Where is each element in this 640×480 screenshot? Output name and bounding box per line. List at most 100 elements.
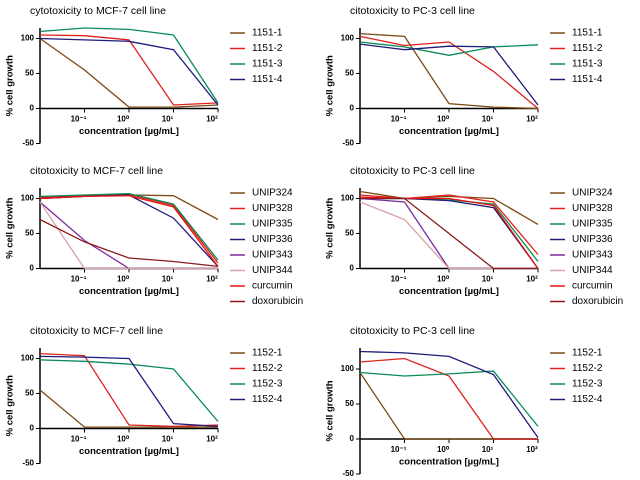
y-tick-label: 100 (341, 194, 355, 203)
chart-title: citotoxicity to PC-3 cell line (350, 165, 475, 177)
series-line (359, 357, 538, 440)
x-axis-label: concentration [µg/mL] (399, 457, 499, 468)
chart-title: cytotoxicity to MCF-7 cell line (30, 5, 166, 17)
series-line (39, 37, 219, 108)
y-tick-label: 50 (25, 389, 34, 398)
y-tick-label: 100 (341, 364, 355, 373)
x-axis-label: concentration [µg/mL] (79, 286, 179, 297)
series-line (359, 32, 539, 110)
y-tick-label: 0 (350, 264, 355, 273)
legend-label: 1152-2 (572, 363, 603, 374)
x-tick-label: 10⁻¹ (391, 275, 407, 284)
series-line (359, 370, 539, 427)
legend-label: curcumin (252, 281, 293, 292)
legend-label: doxorubicin (572, 296, 623, 307)
y-tick-label: -50 (22, 139, 34, 148)
x-tick-label: 10⁰ (437, 445, 450, 454)
x-tick-label: 10¹ (162, 275, 174, 284)
series-line (359, 43, 539, 106)
legend-label: 1151-3 (252, 59, 283, 70)
legend-label: UNIP343 (572, 250, 613, 261)
legend-label: 1152-1 (572, 348, 603, 359)
legend-label: 1151-3 (572, 59, 603, 70)
series-line (359, 194, 539, 255)
x-axis-label: concentration [µg/mL] (79, 446, 179, 457)
series-line (39, 193, 219, 264)
legend-label: UNIP328 (252, 203, 293, 214)
y-tick-label: 50 (25, 229, 34, 238)
x-tick-label: 10² (526, 445, 538, 454)
x-tick-label: 10⁰ (437, 275, 450, 284)
series-line (39, 37, 219, 106)
x-tick-label: 10⁰ (117, 115, 130, 124)
legend-label: 1152-1 (252, 348, 283, 359)
y-tick-label: 50 (345, 399, 354, 408)
x-tick-label: 10⁻¹ (71, 275, 87, 284)
x-tick-label: 10¹ (482, 115, 494, 124)
y-tick-label: 50 (345, 69, 354, 78)
legend-label: 1152-3 (252, 379, 283, 390)
series-line (359, 35, 539, 109)
x-tick-label: 10² (206, 275, 218, 284)
y-tick-label: 0 (30, 424, 35, 433)
x-tick-label: 10¹ (482, 275, 494, 284)
legend-label: 1151-1 (252, 28, 283, 39)
series-line (359, 190, 539, 225)
y-tick-label: -50 (342, 469, 354, 478)
series-line (359, 41, 539, 56)
x-tick-label: 10² (526, 115, 538, 124)
series-line (39, 218, 219, 268)
series-line (39, 201, 218, 270)
y-axis-label: % cell growth (325, 55, 336, 116)
y-tick-label: 100 (21, 354, 35, 363)
series-line (39, 195, 219, 267)
y-axis-label: % cell growth (325, 197, 336, 258)
y-axis-label: % cell growth (325, 380, 336, 441)
y-tick-label: 100 (341, 34, 355, 43)
legend-label: 1151-4 (572, 74, 603, 85)
series-line (359, 350, 539, 438)
x-tick-label: 10² (206, 115, 218, 124)
series-line (39, 352, 219, 428)
x-tick-label: 10⁻¹ (391, 445, 407, 454)
chart-title: citotoxicity to MCF-7 cell line (30, 325, 163, 337)
y-axis-label: % cell growth (5, 55, 16, 116)
legend-label: curcumin (572, 281, 613, 292)
legend-label: 1152-4 (572, 394, 603, 405)
y-tick-label: -50 (342, 139, 354, 148)
y-tick-label: 0 (30, 104, 35, 113)
y-tick-label: 0 (30, 264, 35, 273)
chart-title: citotoxicity to PC-3 cell line (350, 5, 475, 17)
legend-label: 1152-4 (252, 394, 283, 405)
x-tick-label: 10⁻¹ (71, 115, 87, 124)
legend-label: UNIP335 (572, 219, 613, 230)
legend-label: UNIP328 (572, 203, 613, 214)
legend-label: UNIP344 (252, 265, 293, 276)
x-tick-label: 10² (206, 435, 218, 444)
series-line (39, 34, 219, 106)
series-line (39, 389, 218, 428)
x-tick-label: 10⁰ (117, 275, 130, 284)
series-line (359, 201, 538, 270)
y-tick-label: 100 (21, 194, 35, 203)
series-line (39, 359, 219, 422)
x-axis-label: concentration [µg/mL] (79, 126, 179, 137)
series-line (39, 355, 219, 428)
y-tick-label: 100 (21, 34, 35, 43)
x-tick-label: 10¹ (162, 115, 174, 124)
y-tick-label: 0 (350, 104, 355, 113)
legend-label: 1151-2 (572, 43, 603, 54)
x-tick-label: 10¹ (162, 435, 174, 444)
y-tick-label: -50 (22, 459, 34, 468)
series-line (359, 372, 538, 440)
x-tick-label: 10⁻¹ (71, 435, 87, 444)
legend-label: UNIP344 (572, 265, 613, 276)
x-tick-label: 10⁰ (437, 115, 450, 124)
y-tick-label: 50 (345, 229, 354, 238)
y-tick-label: 0 (350, 434, 355, 443)
series-line (39, 192, 219, 261)
x-tick-label: 10² (526, 275, 538, 284)
legend-label: 1152-3 (572, 379, 603, 390)
x-tick-label: 10⁰ (117, 435, 130, 444)
